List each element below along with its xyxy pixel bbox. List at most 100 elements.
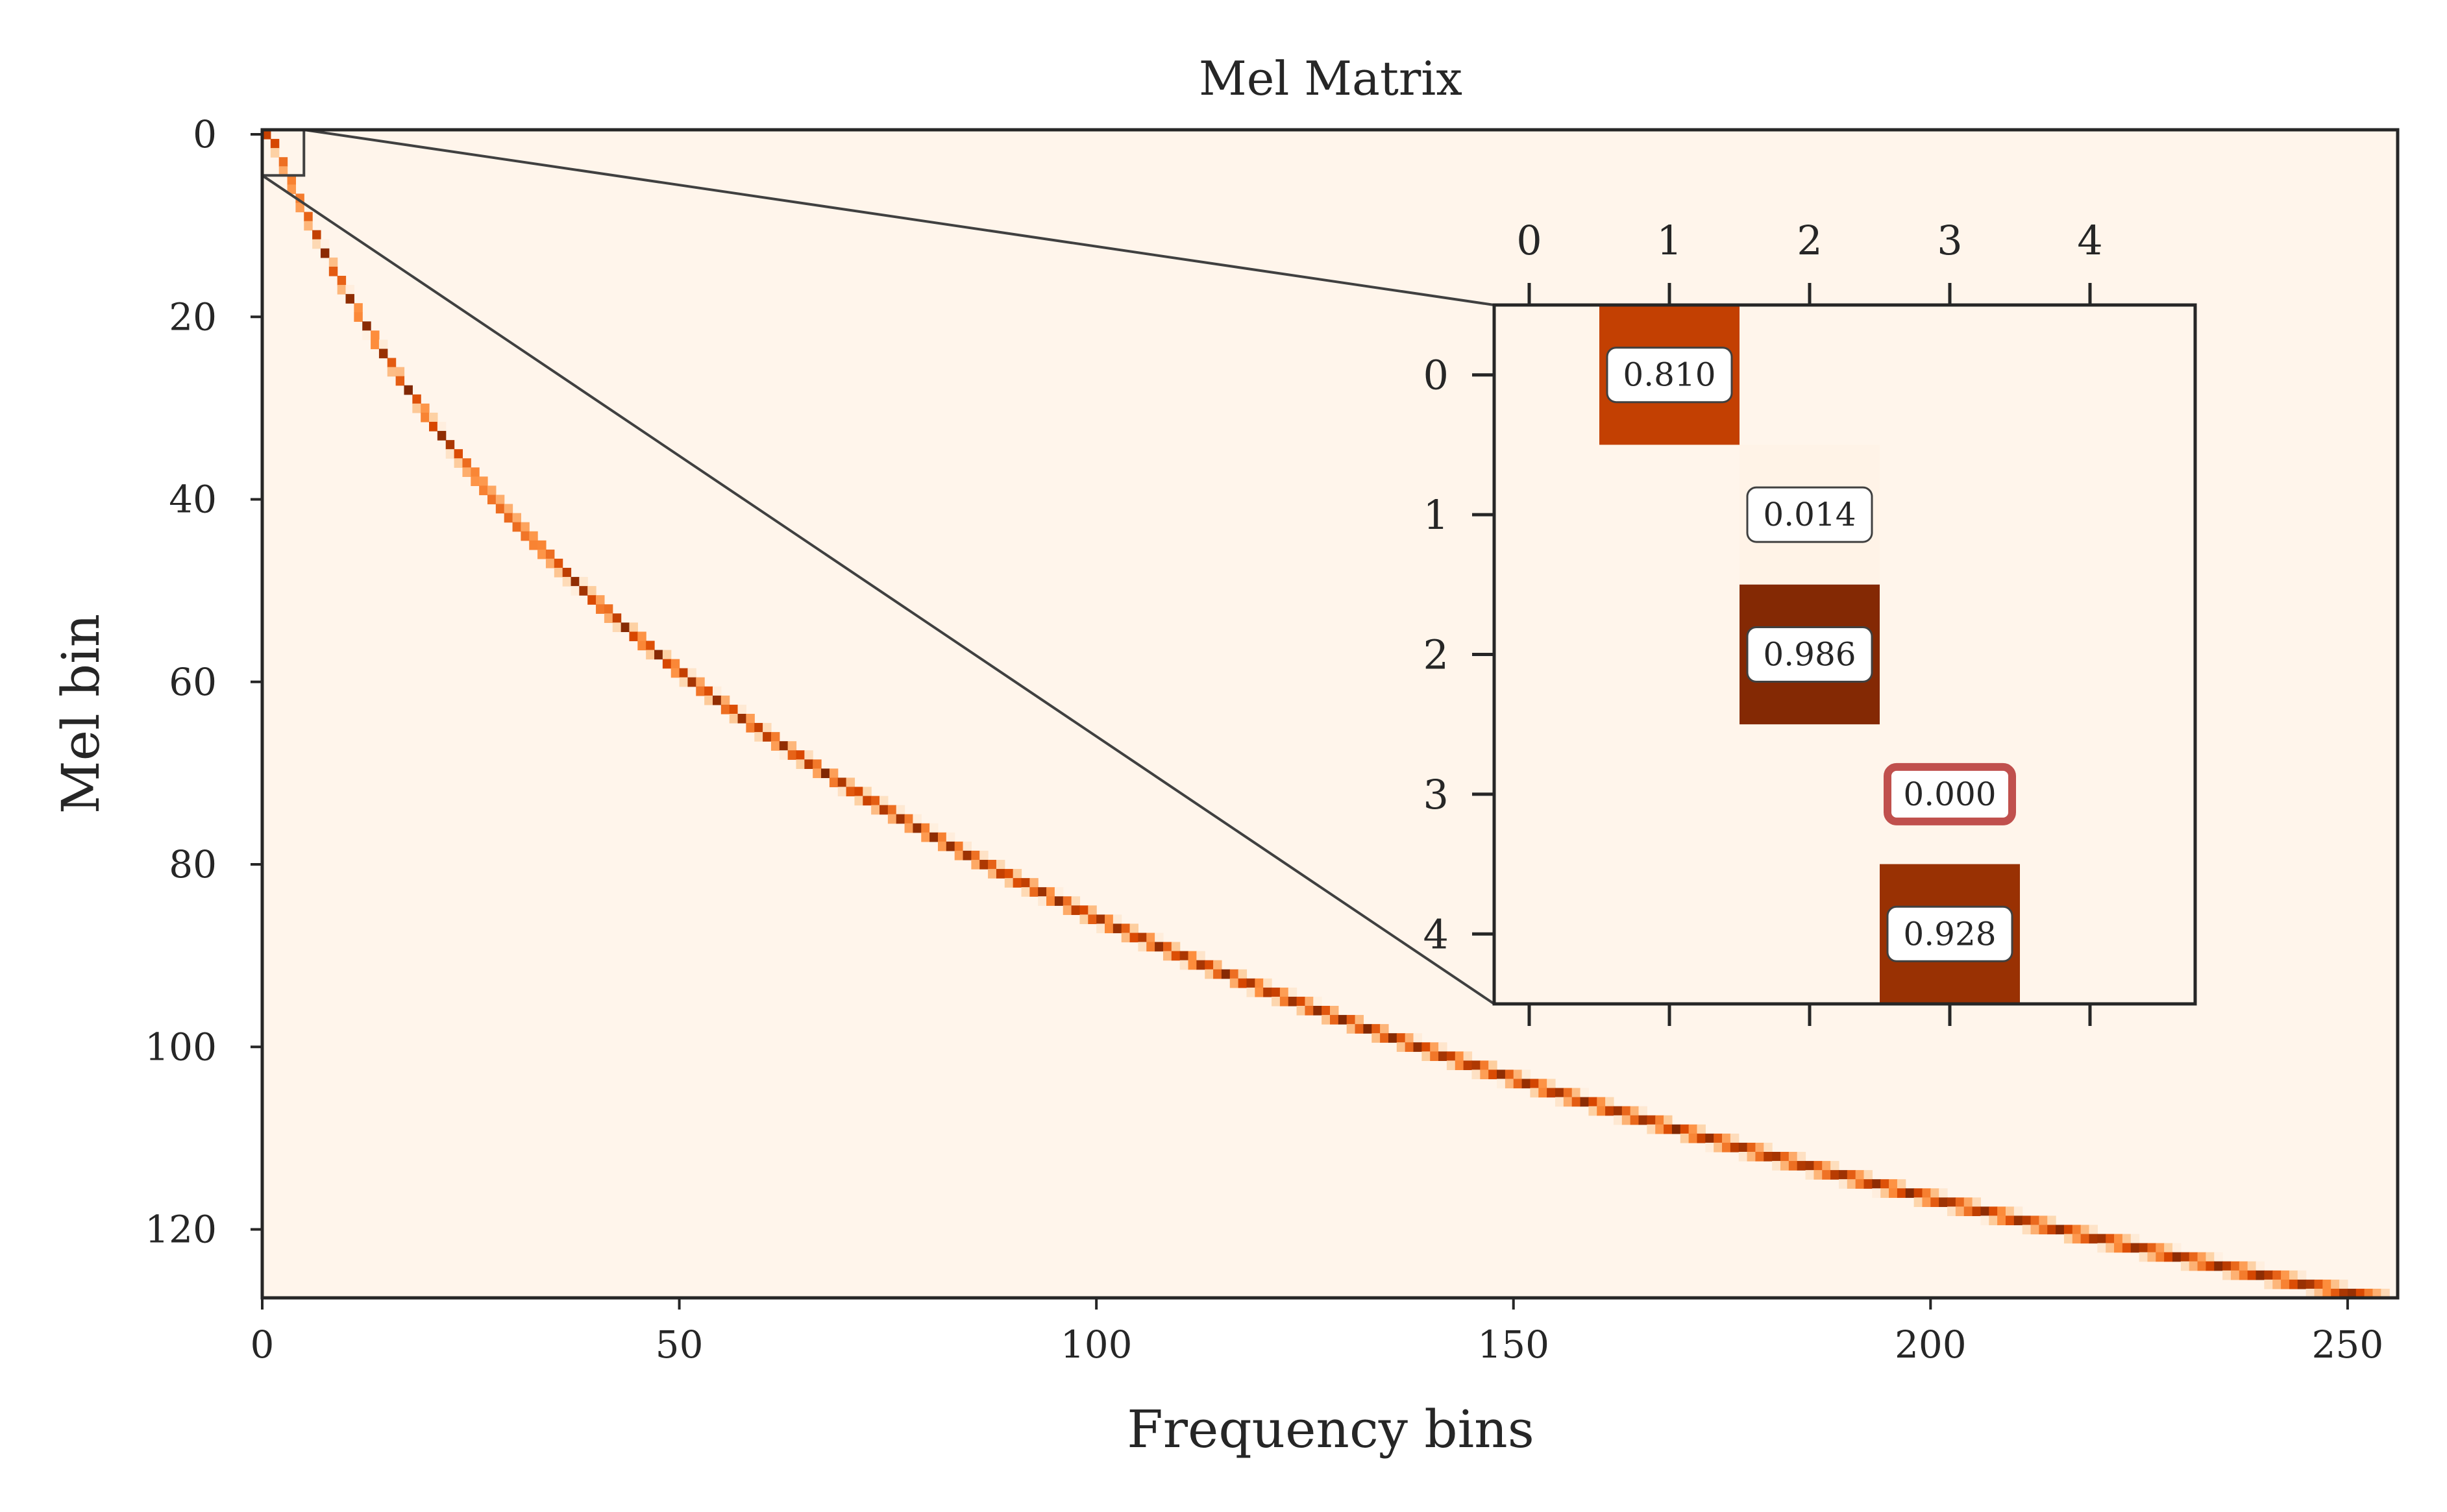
heatmap-cell — [1521, 1069, 1531, 1080]
heatmap-cell — [2022, 1225, 2032, 1235]
heatmap-cell — [1730, 1133, 1740, 1143]
heatmap-cell — [929, 823, 939, 833]
heatmap-cell — [746, 723, 755, 733]
heatmap-cell — [1513, 1079, 1523, 1089]
heatmap-cell — [754, 723, 763, 733]
chart-title: Mel Matrix — [1199, 51, 1462, 106]
inset-x-tick-label: 4 — [2077, 217, 2102, 264]
heatmap-cell — [462, 467, 471, 477]
heatmap-cell — [512, 522, 521, 532]
cell-value-label: 0.928 — [1903, 915, 1996, 953]
heatmap-cell — [2197, 1261, 2207, 1271]
heatmap-cell — [604, 604, 613, 614]
heatmap-cell — [2180, 1252, 2190, 1262]
heatmap-cell — [2230, 1261, 2240, 1271]
heatmap-cell — [1930, 1197, 1939, 1207]
heatmap-cell — [2172, 1252, 2182, 1262]
heatmap-cell — [454, 458, 463, 468]
heatmap-cell — [587, 595, 596, 605]
heatmap-cell — [1764, 1142, 1773, 1152]
heatmap-cell — [1547, 1088, 1556, 1098]
heatmap-cell — [395, 376, 405, 386]
heatmap-cell — [312, 230, 321, 240]
heatmap-cell — [2381, 1288, 2390, 1298]
heatmap-cell — [804, 750, 813, 760]
heatmap-cell — [1255, 987, 1264, 997]
heatmap-cell — [1805, 1170, 1814, 1180]
heatmap-cell — [1580, 1088, 1589, 1098]
heatmap-cell — [1963, 1206, 1973, 1217]
heatmap-cell — [937, 841, 947, 851]
heatmap-cell — [1697, 1133, 1706, 1143]
heatmap-cell — [270, 148, 280, 158]
heatmap-cell — [2005, 1215, 2015, 1226]
heatmap-cell — [1346, 1015, 1356, 1025]
heatmap-cell — [1664, 1115, 1673, 1125]
heatmap-cell — [863, 786, 872, 797]
heatmap-cell — [1438, 1042, 1447, 1052]
heatmap-cell — [1630, 1115, 1640, 1125]
heatmap-cell — [1847, 1170, 1856, 1180]
heatmap-cell — [387, 367, 397, 377]
heatmap-cell — [521, 531, 530, 541]
x-tick-label: 50 — [656, 1323, 704, 1367]
heatmap-cell — [2306, 1279, 2315, 1289]
heatmap-cell — [1563, 1088, 1573, 1098]
heatmap-cell — [696, 677, 705, 687]
heatmap-cell — [1054, 887, 1064, 897]
heatmap-cell — [1788, 1152, 1798, 1162]
heatmap-cell — [1571, 1088, 1581, 1098]
heatmap-cell — [345, 294, 354, 304]
heatmap-cell — [1830, 1161, 1839, 1171]
heatmap-cell — [1664, 1124, 1673, 1134]
heatmap-cell — [454, 449, 463, 459]
heatmap-cell — [304, 212, 313, 222]
heatmap-cell — [1413, 1042, 1422, 1052]
heatmap-cell — [1822, 1170, 1831, 1180]
heatmap-cell — [1814, 1170, 1823, 1180]
heatmap-cell — [1188, 951, 1197, 961]
heatmap-cell — [687, 668, 696, 678]
main-y-axis: 0 20 40 60 80 100 120 — [145, 112, 262, 1252]
heatmap-cell — [1989, 1206, 1998, 1217]
heatmap-cell — [1046, 896, 1055, 906]
heatmap-cell — [913, 814, 922, 824]
heatmap-cell — [971, 860, 980, 870]
heatmap-cell — [1255, 978, 1264, 988]
heatmap-cell — [1889, 1188, 1898, 1198]
heatmap-cell — [2247, 1261, 2257, 1271]
heatmap-cell — [545, 558, 555, 568]
heatmap-cell — [2322, 1279, 2331, 1289]
heatmap-cell — [2355, 1288, 2365, 1298]
y-tick-label: 60 — [169, 660, 217, 704]
heatmap-cell — [1555, 1097, 1564, 1107]
heatmap-cell — [2156, 1243, 2165, 1253]
heatmap-cell — [1922, 1197, 1931, 1207]
heatmap-cell — [479, 476, 488, 487]
heatmap-cell — [1588, 1097, 1597, 1107]
main-x-axis: 0 50 100 150 200 250 — [251, 1298, 2383, 1367]
heatmap-cell — [1855, 1179, 1865, 1189]
heatmap-cell — [328, 266, 338, 276]
heatmap-cell — [1380, 1033, 1389, 1043]
heatmap-cell — [1129, 923, 1139, 934]
heatmap-cell — [387, 358, 397, 368]
heatmap-cell — [1939, 1188, 1948, 1198]
heatmap-cell — [2264, 1270, 2273, 1280]
heatmap-cell — [421, 403, 430, 413]
heatmap-cell — [2222, 1270, 2232, 1280]
heatmap-cell — [1905, 1188, 1915, 1198]
heatmap-cell — [537, 549, 547, 559]
heatmap-cell — [1555, 1088, 1564, 1098]
heatmap-cell — [1088, 905, 1097, 915]
value-box — [1746, 626, 1873, 683]
heatmap-cell — [996, 869, 1005, 879]
heatmap-cell — [1279, 996, 1289, 1006]
heatmap-cell — [1179, 960, 1189, 970]
heatmap-cell — [1305, 1006, 1314, 1016]
heatmap-cell — [1029, 878, 1039, 888]
heatmap-cell — [1463, 1060, 1473, 1071]
heatmap-cell — [1355, 1024, 1364, 1034]
heatmap-cell — [2206, 1261, 2215, 1271]
heatmap-cell — [1705, 1142, 1714, 1152]
